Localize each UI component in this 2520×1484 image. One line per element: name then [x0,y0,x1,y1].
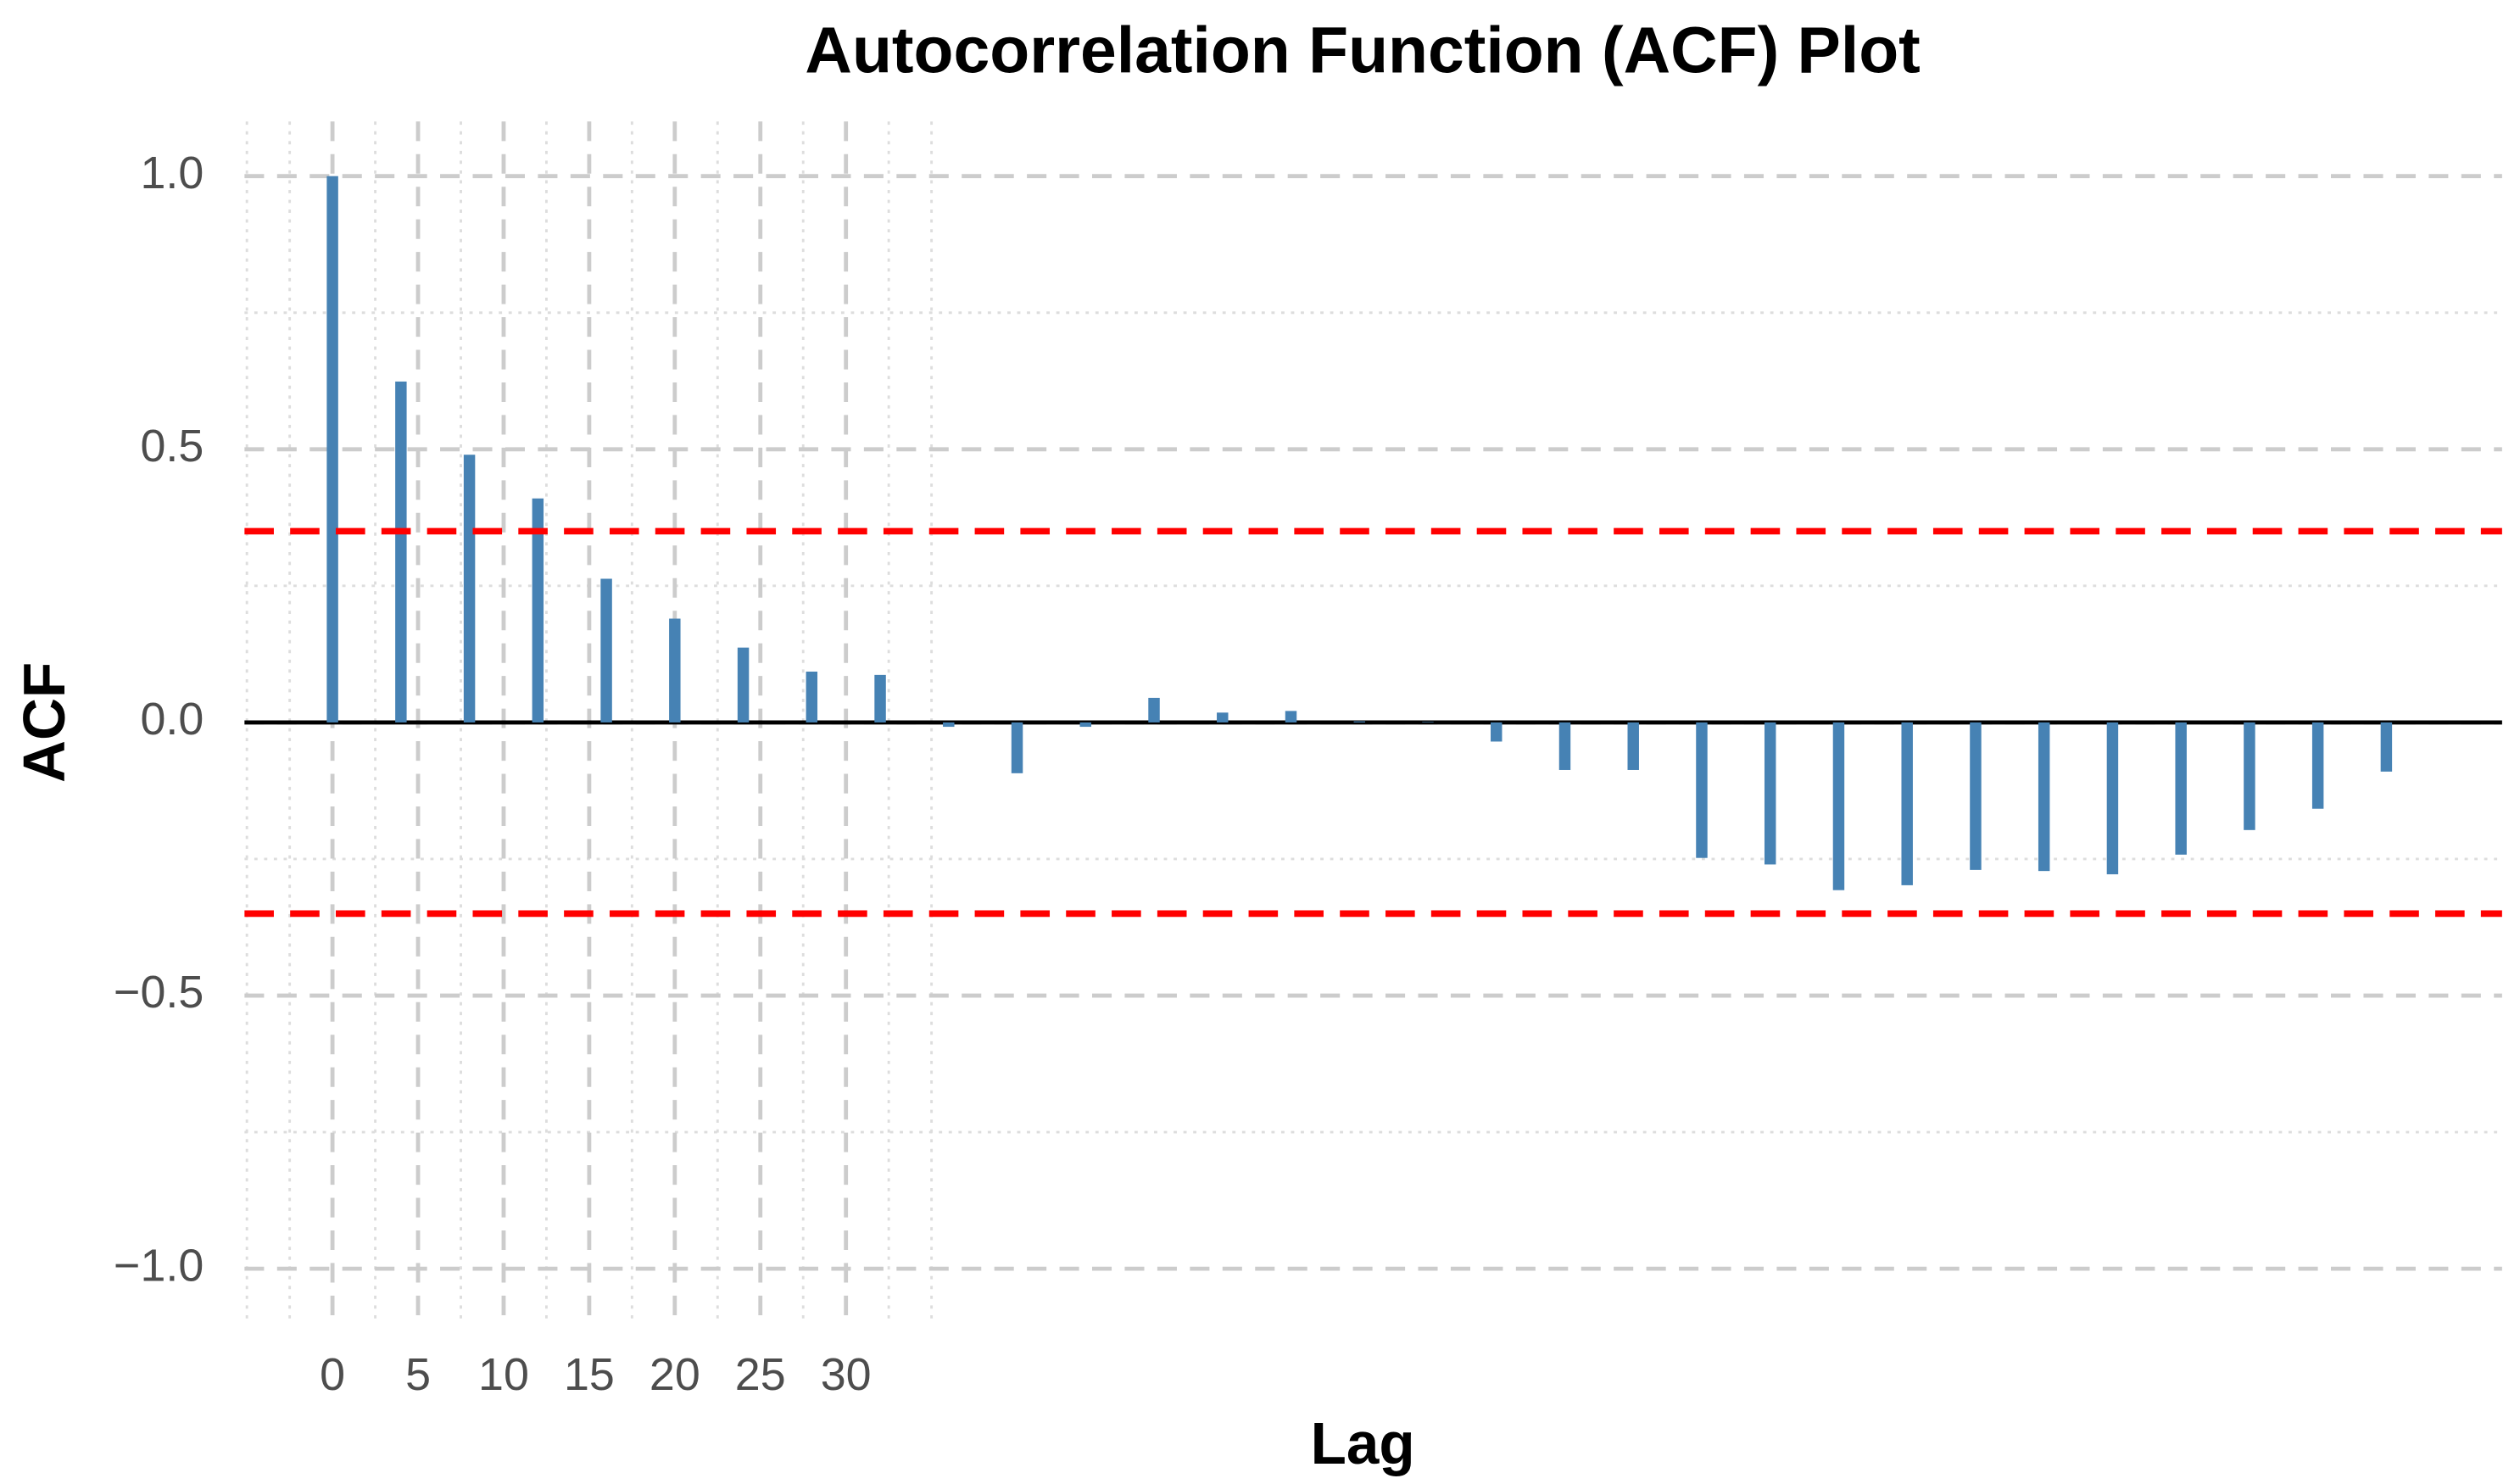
x-tick-label: 10 [478,1349,529,1400]
bar [1285,711,1297,722]
bar [669,618,681,722]
bar [326,176,338,722]
bar [1901,722,1913,885]
y-tick-label: 0.0 [140,694,203,745]
x-tick-label: 0 [320,1349,345,1400]
bar [874,674,886,722]
bar [395,381,407,722]
bar [1491,722,1503,742]
bar [2175,722,2187,855]
bar [600,578,612,722]
bar [1627,722,1639,770]
bar [943,722,955,728]
bar [532,498,544,722]
bar [1832,722,1845,890]
y-tick-label: −0.5 [114,967,203,1018]
bar [1970,722,1982,870]
bar [2106,722,2119,875]
x-tick-label: 25 [735,1349,786,1400]
bar [1148,697,1160,722]
bar [1764,722,1776,865]
bar [1011,722,1023,773]
bar [2311,722,2324,809]
bar [1558,722,1571,770]
bar [2038,722,2050,872]
bar [1079,722,1092,728]
y-tick-label: 1.0 [140,148,203,198]
x-tick-label: 15 [564,1349,615,1400]
y-tick-label: −1.0 [114,1240,203,1291]
y-tick-label: 0.5 [140,421,203,471]
bar [2380,722,2393,772]
bar [1217,712,1229,722]
bar [737,647,750,722]
bar [2244,722,2255,830]
x-tick-label: 30 [821,1349,872,1400]
bar [463,455,476,722]
x-axis-label: Lag [1311,1410,1415,1476]
y-axis-label: ACF [11,662,77,783]
x-tick-label: 5 [405,1349,431,1400]
x-tick-label: 20 [650,1349,700,1400]
bar [1696,722,1708,858]
bar [806,672,818,722]
chart-title: Autocorrelation Function (ACF) Plot [805,14,1920,87]
